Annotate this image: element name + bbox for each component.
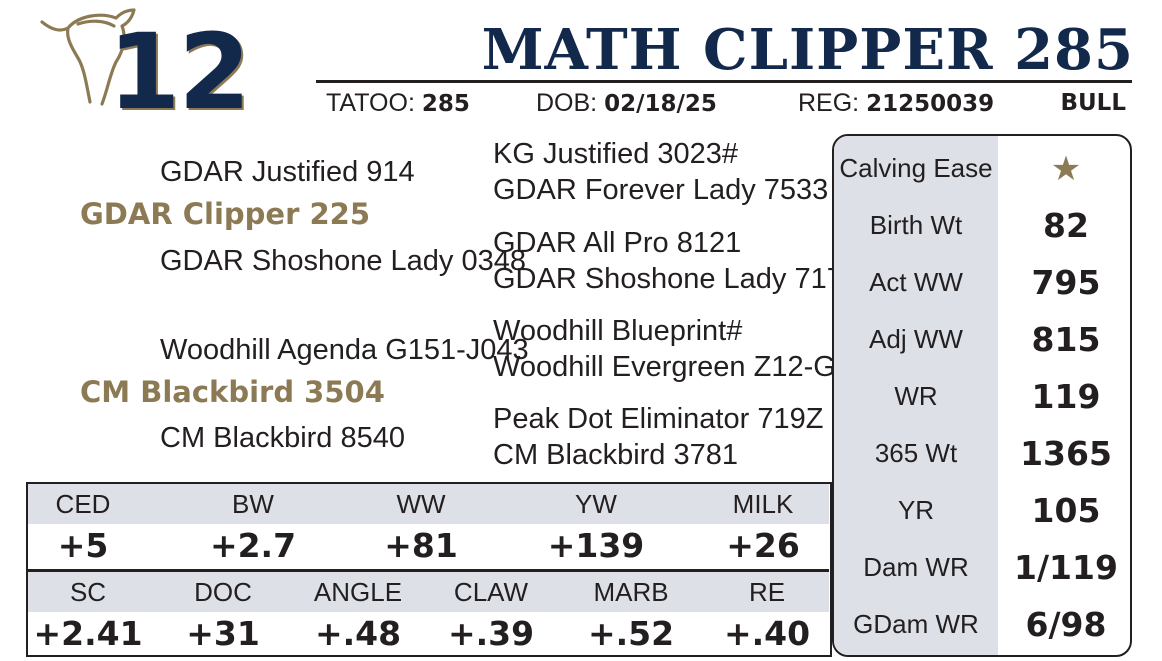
perf-value: 1/119: [1014, 548, 1118, 587]
perf-row-gdam-wr: GDam WR 6/98: [834, 596, 1130, 653]
epd-value-doc: +31: [186, 614, 260, 653]
perf-row-dam-wr: Dam WR 1/119: [834, 539, 1130, 596]
performance-label-column: [834, 136, 998, 655]
epd-value-yw: +139: [547, 526, 645, 565]
dam-sire: Woodhill Agenda G151-J043: [160, 334, 529, 366]
epd-row-divider: [28, 569, 829, 572]
perf-value: 6/98: [1025, 605, 1107, 644]
perf-value: 82: [1043, 206, 1089, 245]
epd-value-bw: +2.7: [209, 526, 297, 565]
epd-value-milk: +26: [726, 526, 800, 565]
perf-row-birth-wt: Birth Wt 82: [834, 197, 1130, 254]
perf-label: Adj WW: [869, 324, 963, 354]
sire-sire-dam: GDAR Forever Lady 7533: [493, 174, 829, 206]
dam-dam: CM Blackbird 8540: [160, 422, 405, 454]
tattoo-label: TATOO:: [326, 89, 415, 117]
perf-row-wr: WR 119: [834, 368, 1130, 425]
perf-label: Birth Wt: [869, 210, 963, 240]
perf-label: Dam WR: [863, 552, 969, 582]
perf-row-calving-ease: Calving Ease ★: [834, 140, 1130, 198]
perf-label: WR: [894, 381, 938, 411]
epd-header-band: [28, 572, 829, 612]
sex-value: BULL: [1060, 90, 1126, 116]
epd-label-ced: CED: [55, 489, 111, 519]
perf-value: 815: [1031, 320, 1101, 359]
epd-value-marb: +.52: [587, 614, 675, 653]
epd-value-ced: +5: [57, 526, 109, 565]
perf-label: GDam WR: [853, 609, 979, 639]
sire-sire-sire: KG Justified 3023#: [493, 138, 739, 170]
epd-label-doc: DOC: [194, 577, 252, 607]
epd-label-re: RE: [748, 577, 786, 607]
reg-info: REG: 21250039: [798, 86, 994, 121]
perf-value: ★: [998, 140, 1130, 198]
tattoo-info: TATOO: 285: [326, 86, 470, 121]
perf-row-act-ww: Act WW 795: [834, 254, 1130, 311]
dam-sire-dam: Woodhill Evergreen Z12-G151: [493, 351, 885, 383]
epd-label-marb: MARB: [593, 577, 669, 607]
epd-table: CED BW WW YW MILK +5 +2.7 +81 +139 +26 S…: [26, 482, 832, 657]
perf-value: 1365: [1020, 434, 1112, 473]
epd-value-re: +.40: [723, 614, 811, 653]
perf-row-adj-ww: Adj WW 815: [834, 311, 1130, 368]
dob-info: DOB: 02/18/25: [536, 86, 717, 121]
sire-dam: GDAR Shoshone Lady 0348: [160, 245, 526, 277]
lot-number: 12: [108, 11, 251, 133]
epd-value-angle: +.48: [314, 614, 402, 653]
animal-name: MATH CLIPPER 285: [481, 17, 1134, 83]
sire-dam-sire: GDAR All Pro 8121: [493, 227, 742, 259]
perf-row-yr: YR 105: [834, 482, 1130, 539]
epd-header-band: [28, 484, 829, 524]
cow-head-icon: [40, 8, 136, 106]
perf-label: Calving Ease: [839, 153, 993, 183]
perf-row-365-wt: 365 Wt 1365: [834, 425, 1130, 482]
dam-dam-dam: CM Blackbird 3781: [493, 439, 738, 471]
epd-label-bw: BW: [232, 489, 274, 519]
epd-label-yw: YW: [575, 489, 617, 519]
dob-label: DOB:: [536, 89, 598, 117]
epd-label-ww: WW: [396, 489, 446, 519]
epd-label-milk: MILK: [732, 489, 794, 519]
tattoo-value: 285: [421, 91, 470, 117]
epd-value-sc: +2.41: [33, 614, 143, 653]
epd-label-angle: ANGLE: [313, 577, 403, 607]
header-divider: [316, 80, 1132, 83]
performance-box: Calving Ease ★ Birth Wt 82 Act WW 795 Ad…: [832, 134, 1132, 657]
perf-label: Act WW: [869, 267, 963, 297]
epd-value-claw: +.39: [447, 614, 535, 653]
dam-sire-sire: Woodhill Blueprint#: [493, 315, 743, 347]
reg-value: 21250039: [866, 91, 995, 117]
dob-value: 02/18/25: [604, 91, 717, 117]
epd-value-ww: +81: [384, 526, 458, 565]
sire-dam-dam: GDAR Shoshone Lady 7171: [493, 263, 859, 295]
epd-label-claw: CLAW: [453, 577, 529, 607]
dam-name: CM Blackbird 3504: [80, 375, 385, 409]
perf-value: 795: [1031, 263, 1101, 302]
perf-value: 119: [1031, 377, 1101, 416]
perf-label: YR: [897, 495, 935, 525]
star-icon: ★: [1050, 149, 1082, 189]
perf-value: 105: [1031, 491, 1101, 530]
sire-sire: GDAR Justified 914: [160, 156, 415, 188]
dam-dam-sire: Peak Dot Eliminator 719Z: [493, 403, 824, 435]
sire-name: GDAR Clipper 225: [80, 197, 371, 231]
epd-label-sc: SC: [69, 577, 107, 607]
perf-label: 365 Wt: [874, 438, 958, 468]
reg-label: REG:: [798, 89, 860, 117]
